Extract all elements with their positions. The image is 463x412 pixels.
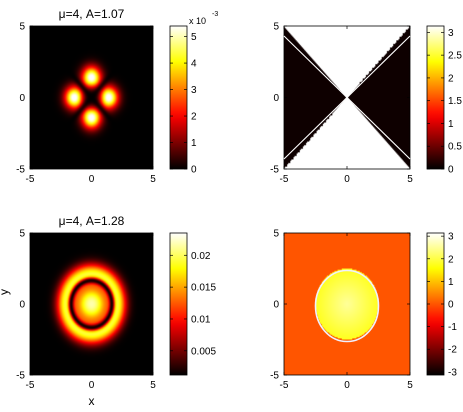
y-tick-label: -5	[270, 165, 279, 176]
disk-edge	[314, 269, 380, 343]
colorbar-tick-label: 2	[191, 112, 197, 123]
y-tick-label: 5	[273, 22, 279, 33]
colorbar-tick-label: 1	[448, 119, 454, 130]
colorbar-tick-label: 0.015	[191, 283, 216, 294]
y-tick-label: 5	[19, 22, 25, 33]
colorbar-tick-label: 0.005	[191, 346, 216, 357]
colorbar-tick-label: 3	[448, 232, 454, 243]
x-tick-label: -5	[280, 380, 289, 391]
colorbar-tick-label: 4	[191, 59, 197, 70]
colorbar-tick-label: 1	[448, 277, 454, 288]
y-tick-label: -5	[16, 165, 25, 176]
colorbar-tick-label: 3	[191, 85, 197, 96]
y-tick-label: 0	[273, 93, 279, 104]
x-tick-label: 0	[89, 380, 95, 391]
colorbar-tick-label: 0	[448, 300, 454, 311]
x-tick-label: -5	[280, 174, 289, 185]
chart-title: μ=4, A=1.07	[59, 7, 125, 21]
colorbar-tick-label: 1	[191, 138, 197, 149]
y-tick-label: 0	[273, 300, 279, 311]
y-tick-label: 0	[19, 300, 25, 311]
colorbar-tick-label: 0.02	[191, 251, 211, 262]
colorbar	[169, 232, 188, 376]
panel-4: -5 0 5 5 0 -5 3 2 1 0 -1 -2 -3	[270, 229, 457, 392]
x-tick-label: 0	[89, 174, 95, 185]
heatmap-1	[30, 26, 153, 169]
chart-title: μ=4, A=1.28	[59, 214, 125, 228]
boundary-line	[283, 35, 411, 160]
y-tick-label: 0	[19, 93, 25, 104]
x-tick-label: -5	[26, 174, 35, 185]
x-tick-label: 5	[407, 380, 413, 391]
heatmap-4	[284, 233, 410, 375]
x-tick-label: 5	[150, 380, 156, 391]
y-tick-label: -5	[270, 371, 279, 382]
y-tick-label: 5	[273, 229, 279, 240]
y-axis-label: y	[0, 289, 11, 295]
x-tick-label: -5	[26, 380, 35, 391]
x-tick-label: 5	[150, 174, 156, 185]
colorbar-tick-label: 0	[448, 165, 454, 176]
x-tick-label: 0	[344, 174, 350, 185]
colorbar	[169, 25, 188, 170]
phase-boundaries	[283, 35, 411, 343]
x-axis-label: x	[89, 394, 95, 408]
colorbar-tick-label: 2	[448, 254, 454, 265]
colorbar-tick-label: 1.5	[448, 96, 462, 107]
panel-1: -5 0 5 5 0 -5 μ=4, A=1.07 5 4 3 2 1 0 x 10 -3	[16, 7, 218, 185]
colorbar-multiplier: x 10	[189, 16, 206, 26]
x-tick-label: 0	[344, 380, 350, 391]
colorbar-tick-label: 5	[191, 32, 197, 43]
x-tick-label: 5	[407, 174, 413, 185]
colorbar-tick-label: 3	[448, 28, 454, 39]
colorbar-multiplier-exponent: -3	[212, 11, 218, 18]
panel-3: -5 0 5 5 0 -5 μ=4, A=1.28 x y 0.02 0.015 0.01 0.005	[0, 214, 216, 408]
colorbar-tick-label: 0.01	[191, 314, 211, 325]
colorbar-tick-label: 0	[191, 165, 197, 176]
colorbar-tick-label: -3	[448, 367, 457, 378]
colorbar-tick-label: 0.5	[448, 142, 462, 153]
colorbar	[426, 25, 445, 170]
colorbar-tick-label: 2.5	[448, 51, 462, 62]
y-tick-label: -5	[16, 371, 25, 382]
panel-2: -5 0 5 5 0 -5 3 2.5 2 1.5 1 0.5 0	[270, 22, 462, 186]
colorbar-tick-label: -1	[448, 322, 457, 333]
heatmap-3	[30, 233, 153, 375]
colorbar-tick-label: 2	[448, 73, 454, 84]
y-tick-label: 5	[19, 229, 25, 240]
colorbar-tick-label: -2	[448, 345, 457, 356]
